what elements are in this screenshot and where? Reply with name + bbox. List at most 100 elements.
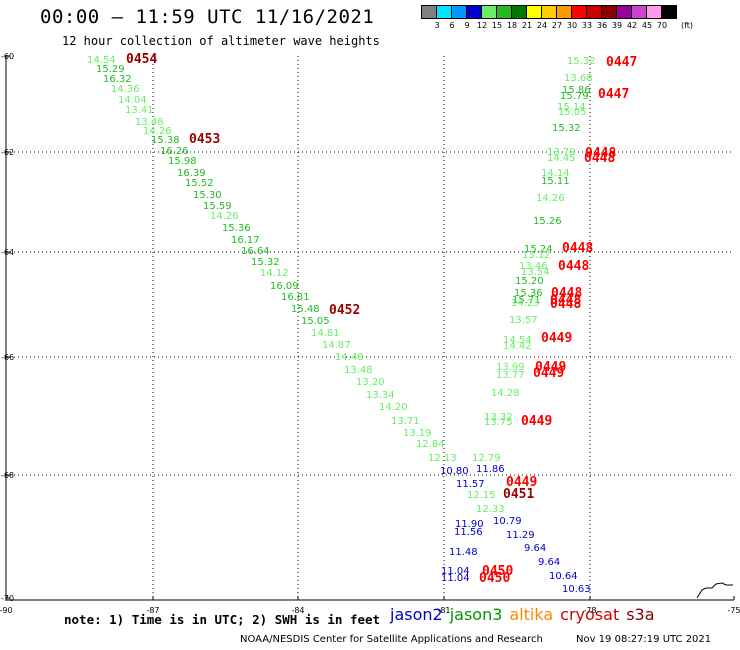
wave-height-label: 15.29 bbox=[96, 64, 125, 75]
satellite-legend: jason2 jason3 altika cryosat s3a bbox=[390, 605, 662, 624]
axis-labels: -60 -62 -64 -66 -68 -70 -90 -87 -84 -81 -78 -75 bbox=[0, 52, 740, 615]
wave-height-label: 13.68 bbox=[564, 73, 593, 84]
wave-height-label: 16.17 bbox=[231, 235, 260, 246]
pass-label: 0449 bbox=[506, 475, 537, 490]
wave-height-label: 15.71 bbox=[512, 295, 541, 306]
wave-height-legend: 3 6 9 12 15 18 21 24 27 30 33 36 39 42 45 70 (ft) bbox=[421, 5, 693, 31]
legend-label: 21 bbox=[521, 21, 533, 30]
wave-height-label: 15.86 bbox=[562, 85, 591, 96]
wave-height-label: 15.24 bbox=[524, 244, 553, 255]
pass-label: 0448 bbox=[550, 297, 581, 312]
wave-height-label: 15.32 bbox=[567, 56, 596, 67]
wave-height-label: 11.90 bbox=[455, 519, 484, 530]
wave-height-label: 14.45 bbox=[547, 153, 576, 164]
lat-label: -64 bbox=[1, 248, 14, 257]
pass-label: 0452 bbox=[329, 303, 360, 318]
lat-label: -68 bbox=[1, 471, 14, 480]
wave-height-label: 14.54 bbox=[503, 335, 532, 346]
wave-height-label: 11.57 bbox=[456, 479, 485, 490]
wave-height-label: 13.46 bbox=[519, 261, 548, 272]
wave-height-label: 13.99 bbox=[496, 362, 525, 373]
satellite-jason2: jason2 bbox=[390, 605, 443, 624]
wave-height-label: 14.14 bbox=[541, 168, 570, 179]
lon-label: -84 bbox=[291, 606, 304, 615]
wave-height-label: 13.79 bbox=[547, 147, 576, 158]
satellite-s3a: s3a bbox=[626, 605, 655, 624]
wave-height-label: 13.34 bbox=[366, 390, 395, 401]
wave-height-label: 10.63 bbox=[562, 584, 591, 595]
wave-height-label: 10.79 bbox=[493, 516, 522, 527]
lat-label: -62 bbox=[1, 148, 14, 157]
page-title: 00:00 – 11:59 UTC 11/16/2021 bbox=[40, 6, 375, 28]
legend-label: 15 bbox=[491, 21, 503, 30]
wave-height-label: 15.36 bbox=[514, 288, 543, 299]
wave-height-label: 11.48 bbox=[449, 547, 478, 558]
wave-height-label: 15.79 bbox=[560, 91, 589, 102]
credit-text: NOAA/NESDIS Center for Satellite Applica… bbox=[240, 634, 543, 645]
wave-height-label: 13.77 bbox=[496, 370, 525, 381]
wave-height-label: 15.26 bbox=[533, 216, 562, 227]
pass-label: 0448 bbox=[562, 241, 593, 256]
pass-label: 0448 bbox=[558, 259, 589, 274]
legend-label: 45 bbox=[641, 21, 653, 30]
pass-label: 0449 bbox=[521, 414, 552, 429]
legend-label: 30 bbox=[566, 21, 578, 30]
wave-height-label: 15.20 bbox=[515, 276, 544, 287]
satellite-jason3: jason3 bbox=[449, 605, 503, 624]
wave-height-label: 13.57 bbox=[509, 315, 538, 326]
wave-height-label: 11.29 bbox=[506, 530, 535, 541]
pass-label: 0449 bbox=[541, 331, 572, 346]
wave-height-label: 15.98 bbox=[168, 156, 197, 167]
legend-label: 6 bbox=[449, 21, 455, 30]
observations-layer: 14.5415.2916.3214.3614.0413.4113.4814.26… bbox=[87, 55, 596, 595]
wave-height-label: 14.42 bbox=[503, 341, 532, 352]
wave-height-label: 14.81 bbox=[311, 328, 340, 339]
page-subtitle: 12 hour collection of altimeter wave hei… bbox=[62, 34, 380, 48]
pass-label: 0448 bbox=[585, 146, 616, 161]
wave-height-label: 14.26 bbox=[210, 211, 239, 222]
wave-height-label: 14.20 bbox=[379, 402, 408, 413]
wave-height-label: 10.80 bbox=[440, 466, 469, 477]
pass-label: 0449 bbox=[533, 366, 564, 381]
antarctic-coastline bbox=[696, 582, 733, 599]
legend-label: 24 bbox=[536, 21, 548, 30]
footer-note: note: 1) Time is in UTC; 2) SWH is in fe… bbox=[64, 612, 381, 627]
wave-height-label: 11.56 bbox=[454, 527, 483, 538]
pass-label: 0454 bbox=[126, 52, 157, 67]
pass-label: 0448 bbox=[551, 286, 582, 301]
legend-label: 36 bbox=[596, 21, 608, 30]
wave-height-label: 14.12 bbox=[260, 268, 289, 279]
lat-label: -60 bbox=[1, 52, 14, 61]
legend-label: 39 bbox=[611, 21, 623, 30]
wave-height-label: 13.32 bbox=[484, 412, 513, 423]
wave-height-label: 15.36 bbox=[222, 223, 251, 234]
wave-height-label: 15.38 bbox=[151, 135, 180, 146]
legend-label: 18 bbox=[506, 21, 518, 30]
wave-height-label: 14.54 bbox=[87, 55, 116, 66]
wave-height-label: 16.26 bbox=[160, 146, 189, 157]
legend-label: 3 bbox=[434, 21, 440, 30]
pass-label: 0453 bbox=[189, 132, 220, 147]
wave-height-label: 12.15 bbox=[467, 490, 496, 501]
wave-height-label: 9.64 bbox=[538, 557, 560, 568]
wave-height-label: 14.87 bbox=[322, 340, 351, 351]
wave-height-label: 14.48 bbox=[335, 352, 364, 363]
map-frame bbox=[5, 55, 735, 601]
wave-height-label: 13.71 bbox=[391, 416, 420, 427]
wave-height-label: 9.64 bbox=[524, 543, 546, 554]
wave-height-label: 13.54 bbox=[521, 267, 550, 278]
wave-height-label: 13.19 bbox=[403, 428, 432, 439]
wave-height-label: 16.32 bbox=[103, 74, 132, 85]
wave-height-label: 11.04 bbox=[441, 573, 470, 584]
lon-label: -87 bbox=[146, 606, 159, 615]
wave-height-label: 14.04 bbox=[118, 95, 147, 106]
pass-label: 0447 bbox=[606, 55, 637, 70]
wave-height-label: 15.05 bbox=[558, 107, 587, 118]
pass-label: 0449 bbox=[535, 360, 566, 375]
legend-label: 27 bbox=[551, 21, 563, 30]
lon-label: -81 bbox=[437, 606, 450, 615]
satellite-cryosat: cryosat bbox=[560, 605, 620, 624]
wave-height-label: 14.36 bbox=[111, 84, 140, 95]
pass-label: 0448 bbox=[550, 293, 581, 308]
